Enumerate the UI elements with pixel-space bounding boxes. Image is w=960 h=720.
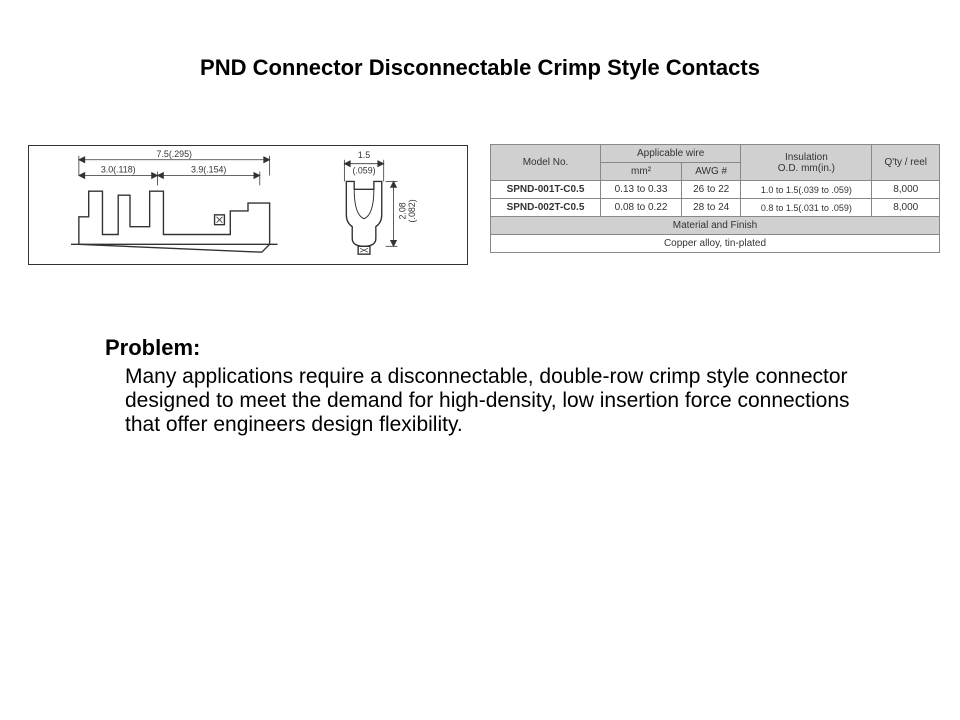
problem-section: Problem: Many applications require a dis…: [105, 335, 860, 437]
header-mm2: mm²: [601, 163, 682, 181]
dim-crimp-h: 2.08: [397, 202, 407, 219]
material-value: Copper alloy, tin-plated: [491, 235, 940, 253]
dim-crimp-w: 1.5: [358, 150, 370, 160]
table-row: SPND-002T-C0.5 0.08 to 0.22 28 to 24 0.8…: [491, 199, 940, 217]
problem-text: Many applications require a disconnectab…: [125, 365, 860, 437]
header-model: Model No.: [491, 145, 601, 181]
table-row: SPND-001T-C0.5 0.13 to 0.33 26 to 22 1.0…: [491, 181, 940, 199]
material-header: Material and Finish: [491, 217, 940, 235]
header-insulation: Insulation O.D. mm(in.): [741, 145, 872, 181]
dim-top-label: 7.5(.295): [157, 149, 192, 159]
dim-left-label: 3.0(.118): [101, 165, 136, 175]
dim-crimp-w-sub: (.059): [352, 166, 375, 176]
page-title: PND Connector Disconnectable Crimp Style…: [0, 55, 960, 81]
contact-drawing: 7.5(.295) 3.0(.118) 3.9(.154): [28, 145, 468, 265]
spec-table: Model No. Applicable wire Insulation O.D…: [490, 144, 940, 253]
dim-right-label: 3.9(.154): [191, 165, 226, 175]
header-awg: AWG #: [682, 163, 741, 181]
problem-label: Problem:: [105, 335, 860, 361]
header-wire-group: Applicable wire: [601, 145, 741, 163]
dim-crimp-h-sub: (.082): [407, 199, 417, 222]
header-qty: Q'ty / reel: [872, 145, 940, 181]
